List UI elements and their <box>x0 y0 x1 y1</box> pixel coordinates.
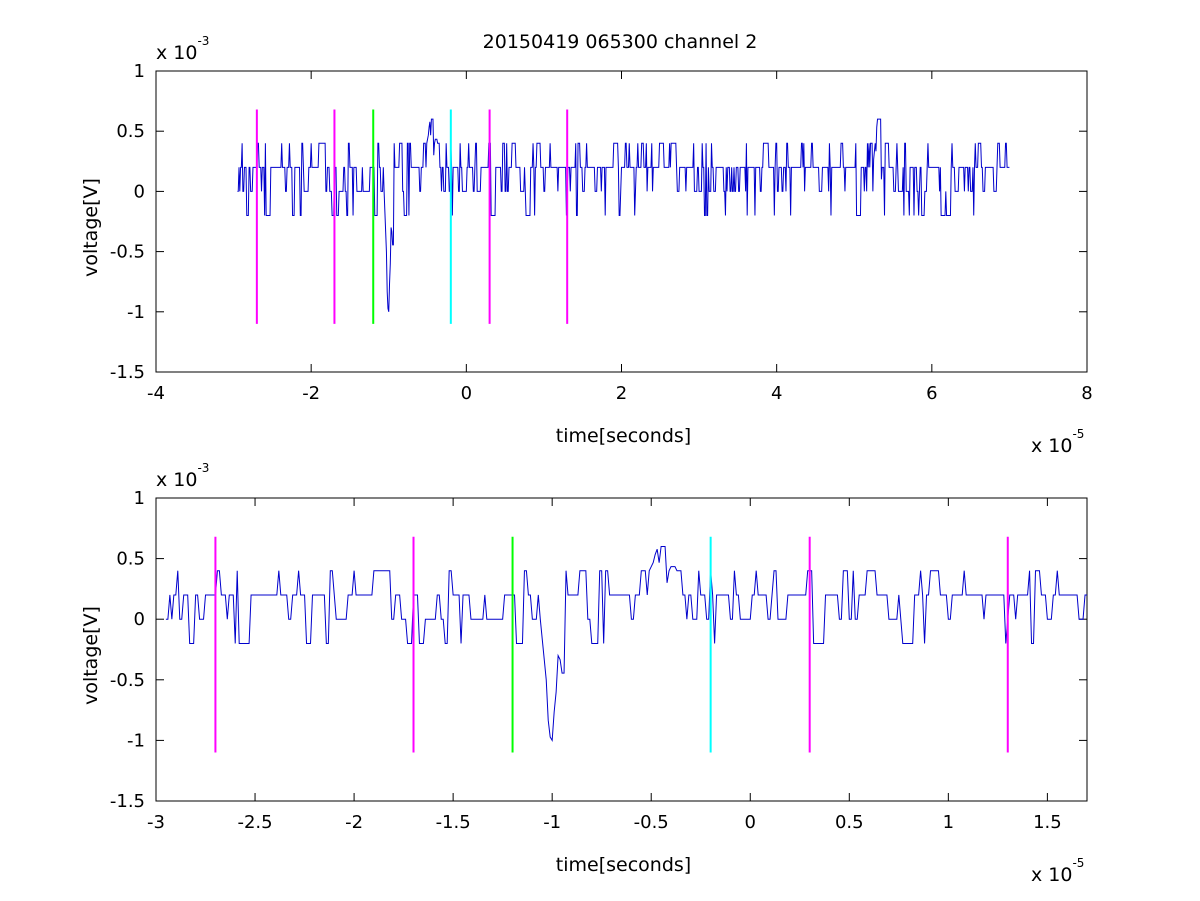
bottom-x-tick-label: -1.5 <box>436 812 471 833</box>
bottom-y-axis-label: voltage[V] <box>80 606 102 705</box>
top-x-tick-label: 8 <box>1081 383 1092 404</box>
top-panel: -4 -2 0 2 4 6 8 1 0.5 0 -0.5 -1 -1.5 time[seconds] vol… <box>80 34 1093 457</box>
bottom-x-tick-label: -3 <box>147 812 165 833</box>
top-x-tick-label: -2 <box>302 383 320 404</box>
top-x-tick-label: -4 <box>147 383 165 404</box>
figure-title: 20150419 065300 channel 2 <box>483 31 758 53</box>
bottom-y-tick-label: 0.5 <box>116 549 145 570</box>
bottom-x-tick-label: 0.5 <box>835 812 864 833</box>
bottom-x-tick-label: -2 <box>345 812 363 833</box>
top-x-axis-label: time[seconds] <box>556 425 691 447</box>
bottom-x-multiplier-exponent: -5 <box>1072 856 1084 870</box>
top-y-tick-label: 0.5 <box>116 121 145 142</box>
top-y-tick-label: -0.5 <box>110 242 145 263</box>
bottom-y-tick-label: -1.5 <box>110 791 145 812</box>
bottom-y-multiplier-base: x 10 <box>156 469 197 491</box>
bottom-x-multiplier-base: x 10 <box>1031 864 1072 886</box>
bottom-panel: -3 -2.5 -2 -1.5 -1 -0.5 0 0.5 1 1.5 1 0.5 0 -0.5 -1 -1.… <box>80 461 1088 886</box>
top-y-tick-label: 0 <box>134 181 145 202</box>
top-x-tick-label: 0 <box>461 383 472 404</box>
bottom-y-tick-label: -0.5 <box>110 670 145 691</box>
bottom-y-tick-label: 1 <box>134 488 145 509</box>
top-y-multiplier-base: x 10 <box>156 42 197 64</box>
bottom-y-tick-label: 0 <box>134 609 145 630</box>
bottom-x-tick-label: 1.5 <box>1033 812 1062 833</box>
bottom-signal-line <box>165 545 1087 743</box>
top-x-tick-label: 6 <box>926 383 937 404</box>
top-y-multiplier: x 10-3 <box>156 34 209 64</box>
top-y-axis-label: voltage[V] <box>80 178 102 277</box>
bottom-x-tick-label: -1 <box>543 812 561 833</box>
top-y-tick-label: 1 <box>134 61 145 82</box>
bottom-plot-frame <box>155 497 1088 802</box>
top-x-multiplier-base: x 10 <box>1031 435 1072 457</box>
top-x-multiplier-exponent: -5 <box>1072 427 1084 441</box>
bottom-x-tick-label: -0.5 <box>634 812 669 833</box>
bottom-y-multiplier-exponent: -3 <box>197 461 209 475</box>
bottom-x-tick-label: -2.5 <box>237 812 272 833</box>
top-signal-line <box>237 118 1010 312</box>
top-x-tick-label: 4 <box>771 383 782 404</box>
bottom-y-tick-label: -1 <box>127 730 145 751</box>
bottom-x-tick-label: 1 <box>943 812 954 833</box>
bottom-y-multiplier: x 10-3 <box>156 461 209 491</box>
top-x-tick-label: 2 <box>616 383 627 404</box>
top-y-tick-label: -1.5 <box>110 362 145 383</box>
top-y-tick-label: -1 <box>127 302 145 323</box>
top-x-multiplier: x 10-5 <box>1031 427 1084 457</box>
bottom-x-axis-label: time[seconds] <box>556 854 691 876</box>
bottom-x-multiplier: x 10-5 <box>1031 856 1084 886</box>
top-y-multiplier-exponent: -3 <box>197 34 209 48</box>
bottom-x-tick-label: 0 <box>745 812 756 833</box>
